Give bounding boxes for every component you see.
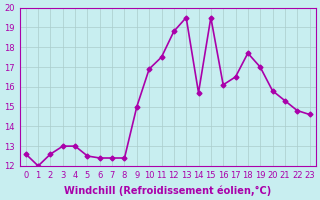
X-axis label: Windchill (Refroidissement éolien,°C): Windchill (Refroidissement éolien,°C) bbox=[64, 185, 271, 196]
